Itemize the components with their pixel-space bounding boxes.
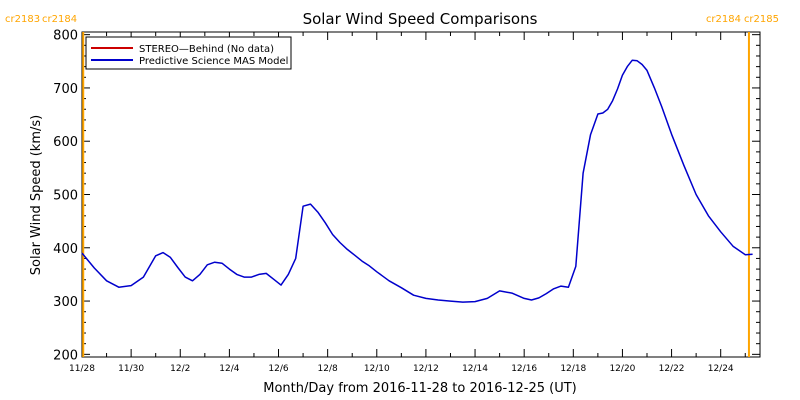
legend-label-mas-model: Predictive Science MAS Model — [139, 56, 288, 67]
y-tick-label: 500 — [53, 189, 78, 204]
x-axis-label: Month/Day from 2016-11-28 to 2016-12-25 … — [263, 381, 576, 396]
legend: STEREO—Behind (No data) Predictive Scien… — [85, 36, 292, 70]
series-line-1 — [81, 59, 753, 303]
plot-frame — [81, 31, 761, 358]
x-tick-label: 12/20 — [609, 364, 635, 374]
x-tick-label: 12/22 — [659, 364, 685, 374]
x-tick-label: 12/2 — [170, 364, 190, 374]
x-tick-label: 12/16 — [511, 364, 537, 374]
x-tick-label: 12/24 — [708, 364, 734, 374]
y-tick-label: 700 — [53, 82, 78, 97]
y-axis-label: Solar Wind Speed (km/s) — [29, 115, 44, 275]
chart-title: Solar Wind Speed Comparisons — [303, 10, 538, 28]
legend-box — [85, 36, 292, 70]
x-tick-label: 12/12 — [413, 364, 439, 374]
series-layer — [81, 59, 753, 303]
y-tick-label: 600 — [53, 135, 78, 150]
x-tick-label: 12/14 — [462, 364, 488, 374]
carrington-label-left-1: cr2183 — [5, 14, 40, 25]
y-tick-label: 300 — [53, 295, 78, 310]
x-tick-label: 12/8 — [318, 364, 338, 374]
x-tick-label: 11/30 — [118, 364, 144, 374]
y-tick-label: 800 — [53, 29, 78, 44]
carrington-label-left-2: cr2184 — [42, 14, 77, 25]
x-tick-label: 12/6 — [268, 364, 288, 374]
carrington-label-right-2: cr2185 — [744, 14, 779, 25]
carrington-label-right-1: cr2184 — [706, 14, 741, 25]
y-tick-label: 400 — [53, 242, 78, 257]
x-tick-label: 12/4 — [219, 364, 239, 374]
x-tick-label: 12/18 — [560, 364, 586, 374]
x-tick-label: 12/10 — [364, 364, 390, 374]
y-tick-label: 200 — [53, 348, 78, 363]
y-axis: 200 300 400 500 600 700 800 — [53, 29, 760, 363]
carrington-markers — [82, 32, 750, 357]
x-axis: 11/28 11/30 12/2 12/4 12/6 12/8 12/10 12/12 12/1… — [69, 32, 746, 374]
legend-label-stereo: STEREO—Behind (No data) — [139, 44, 274, 55]
x-tick-label: 11/28 — [69, 364, 95, 374]
